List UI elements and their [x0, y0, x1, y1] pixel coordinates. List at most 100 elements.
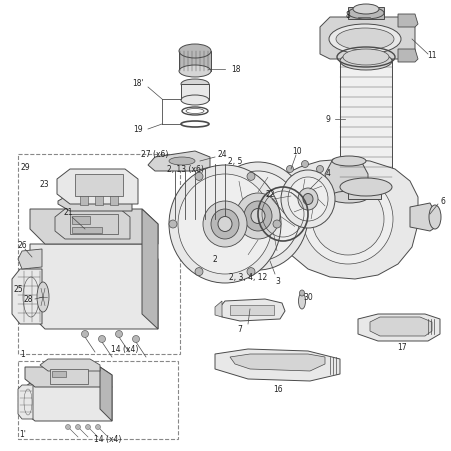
- Ellipse shape: [244, 202, 272, 231]
- Bar: [18, 361, 178, 439]
- Polygon shape: [100, 367, 112, 421]
- Ellipse shape: [194, 268, 202, 276]
- Text: 18': 18': [132, 79, 143, 88]
- Text: 2, 5: 2, 5: [227, 157, 242, 166]
- Text: 8: 8: [345, 11, 350, 20]
- Bar: [230, 305, 273, 315]
- Polygon shape: [369, 318, 431, 336]
- Bar: [70, 215, 118, 235]
- Text: 21: 21: [63, 208, 73, 217]
- Ellipse shape: [298, 293, 305, 309]
- Bar: [50, 369, 88, 384]
- Ellipse shape: [297, 189, 318, 211]
- Ellipse shape: [169, 166, 281, 283]
- Text: 7: 7: [237, 325, 242, 334]
- Text: 4: 4: [325, 169, 330, 178]
- Ellipse shape: [329, 192, 367, 203]
- Text: 11: 11: [426, 51, 436, 60]
- Ellipse shape: [428, 206, 440, 230]
- Polygon shape: [12, 269, 42, 324]
- Ellipse shape: [37, 282, 49, 312]
- Ellipse shape: [335, 29, 393, 51]
- Ellipse shape: [301, 161, 308, 168]
- Ellipse shape: [178, 175, 272, 274]
- Ellipse shape: [217, 217, 231, 232]
- Polygon shape: [215, 301, 221, 318]
- Polygon shape: [142, 210, 158, 329]
- Ellipse shape: [302, 175, 392, 264]
- Polygon shape: [147, 152, 210, 172]
- Ellipse shape: [339, 53, 391, 71]
- Polygon shape: [397, 15, 417, 28]
- Text: 6: 6: [440, 197, 444, 206]
- Text: 18: 18: [231, 65, 240, 74]
- Ellipse shape: [311, 184, 383, 255]
- Text: 29: 29: [20, 163, 30, 172]
- Ellipse shape: [342, 50, 388, 66]
- Polygon shape: [324, 160, 367, 199]
- Ellipse shape: [169, 158, 194, 166]
- Polygon shape: [409, 203, 435, 231]
- Text: 2, 13 (x6): 2, 13 (x6): [166, 165, 203, 174]
- Text: 14 (x4): 14 (x4): [94, 434, 121, 443]
- Polygon shape: [18, 249, 42, 269]
- Ellipse shape: [132, 336, 139, 343]
- Ellipse shape: [328, 25, 400, 55]
- Polygon shape: [25, 367, 112, 387]
- Text: 10: 10: [291, 147, 301, 156]
- Ellipse shape: [85, 424, 90, 429]
- Text: 1: 1: [21, 350, 25, 359]
- Text: 28: 28: [23, 295, 32, 304]
- Ellipse shape: [98, 336, 105, 343]
- Text: 23: 23: [39, 180, 49, 189]
- Text: 22: 22: [265, 190, 274, 199]
- Polygon shape: [220, 299, 285, 321]
- Ellipse shape: [180, 80, 208, 90]
- Polygon shape: [397, 50, 417, 63]
- Ellipse shape: [179, 66, 211, 78]
- Bar: [75, 175, 123, 197]
- Ellipse shape: [352, 5, 378, 15]
- Polygon shape: [40, 359, 100, 371]
- Ellipse shape: [287, 178, 327, 221]
- Text: 24: 24: [217, 150, 226, 159]
- Ellipse shape: [250, 209, 264, 224]
- Polygon shape: [357, 314, 439, 341]
- Polygon shape: [30, 210, 158, 244]
- Ellipse shape: [179, 45, 211, 59]
- Text: 30: 30: [303, 293, 312, 302]
- Ellipse shape: [169, 221, 177, 229]
- Polygon shape: [57, 170, 138, 205]
- Ellipse shape: [216, 172, 299, 262]
- Polygon shape: [25, 379, 112, 421]
- Ellipse shape: [281, 170, 334, 229]
- Bar: [180, 85, 208, 101]
- Polygon shape: [230, 354, 324, 371]
- Ellipse shape: [180, 96, 208, 106]
- Text: 19: 19: [133, 125, 143, 134]
- Ellipse shape: [286, 166, 293, 173]
- Ellipse shape: [246, 173, 254, 181]
- Bar: [95, 196, 103, 206]
- Polygon shape: [30, 244, 158, 329]
- Bar: [18, 155, 179, 354]
- Text: 1': 1': [19, 429, 26, 438]
- Ellipse shape: [211, 210, 239, 239]
- Text: 14 (x4): 14 (x4): [111, 345, 138, 354]
- Polygon shape: [58, 194, 132, 212]
- Bar: [52, 371, 66, 377]
- Text: 27 (x6): 27 (x6): [141, 150, 168, 159]
- Text: 3: 3: [275, 277, 280, 286]
- Ellipse shape: [272, 221, 281, 229]
- Polygon shape: [277, 160, 417, 279]
- Polygon shape: [55, 210, 130, 239]
- Text: 9: 9: [325, 115, 330, 124]
- Text: 25: 25: [13, 285, 23, 294]
- Text: 26: 26: [17, 241, 27, 250]
- Polygon shape: [215, 349, 339, 381]
- Ellipse shape: [115, 331, 122, 338]
- Bar: [110, 196, 118, 206]
- Ellipse shape: [65, 424, 70, 429]
- Bar: [72, 227, 102, 234]
- Bar: [347, 8, 383, 20]
